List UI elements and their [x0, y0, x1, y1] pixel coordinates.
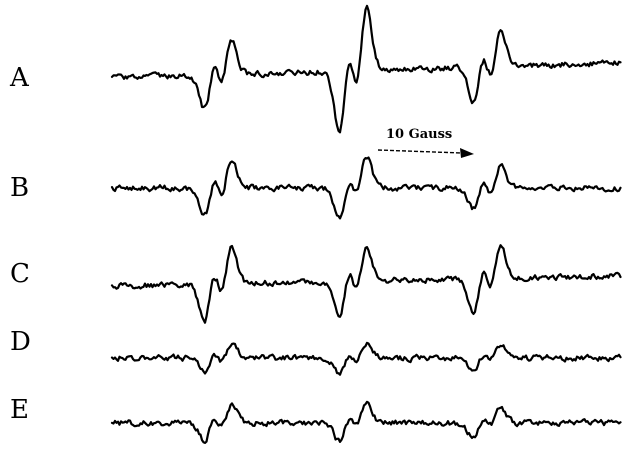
- spectra-traces: [110, 4, 622, 444]
- trace-a: [110, 4, 622, 134]
- trace-c: [110, 244, 622, 324]
- trace-d: [110, 341, 622, 376]
- scale-bar-arrow-line: [377, 149, 463, 154]
- trace-labels: A B C D E: [9, 63, 31, 425]
- trace-b: [110, 156, 622, 220]
- scale-bar-arrow-head: [460, 148, 474, 158]
- trace-label-a: A: [9, 63, 30, 93]
- trace-label-e: E: [10, 395, 29, 425]
- trace-label-d: D: [10, 327, 31, 357]
- trace-label-c: C: [10, 259, 30, 289]
- scale-bar: 10 Gauss: [377, 127, 474, 158]
- trace-e: [110, 400, 622, 444]
- trace-label-b: B: [10, 173, 29, 203]
- scale-bar-label: 10 Gauss: [386, 127, 452, 142]
